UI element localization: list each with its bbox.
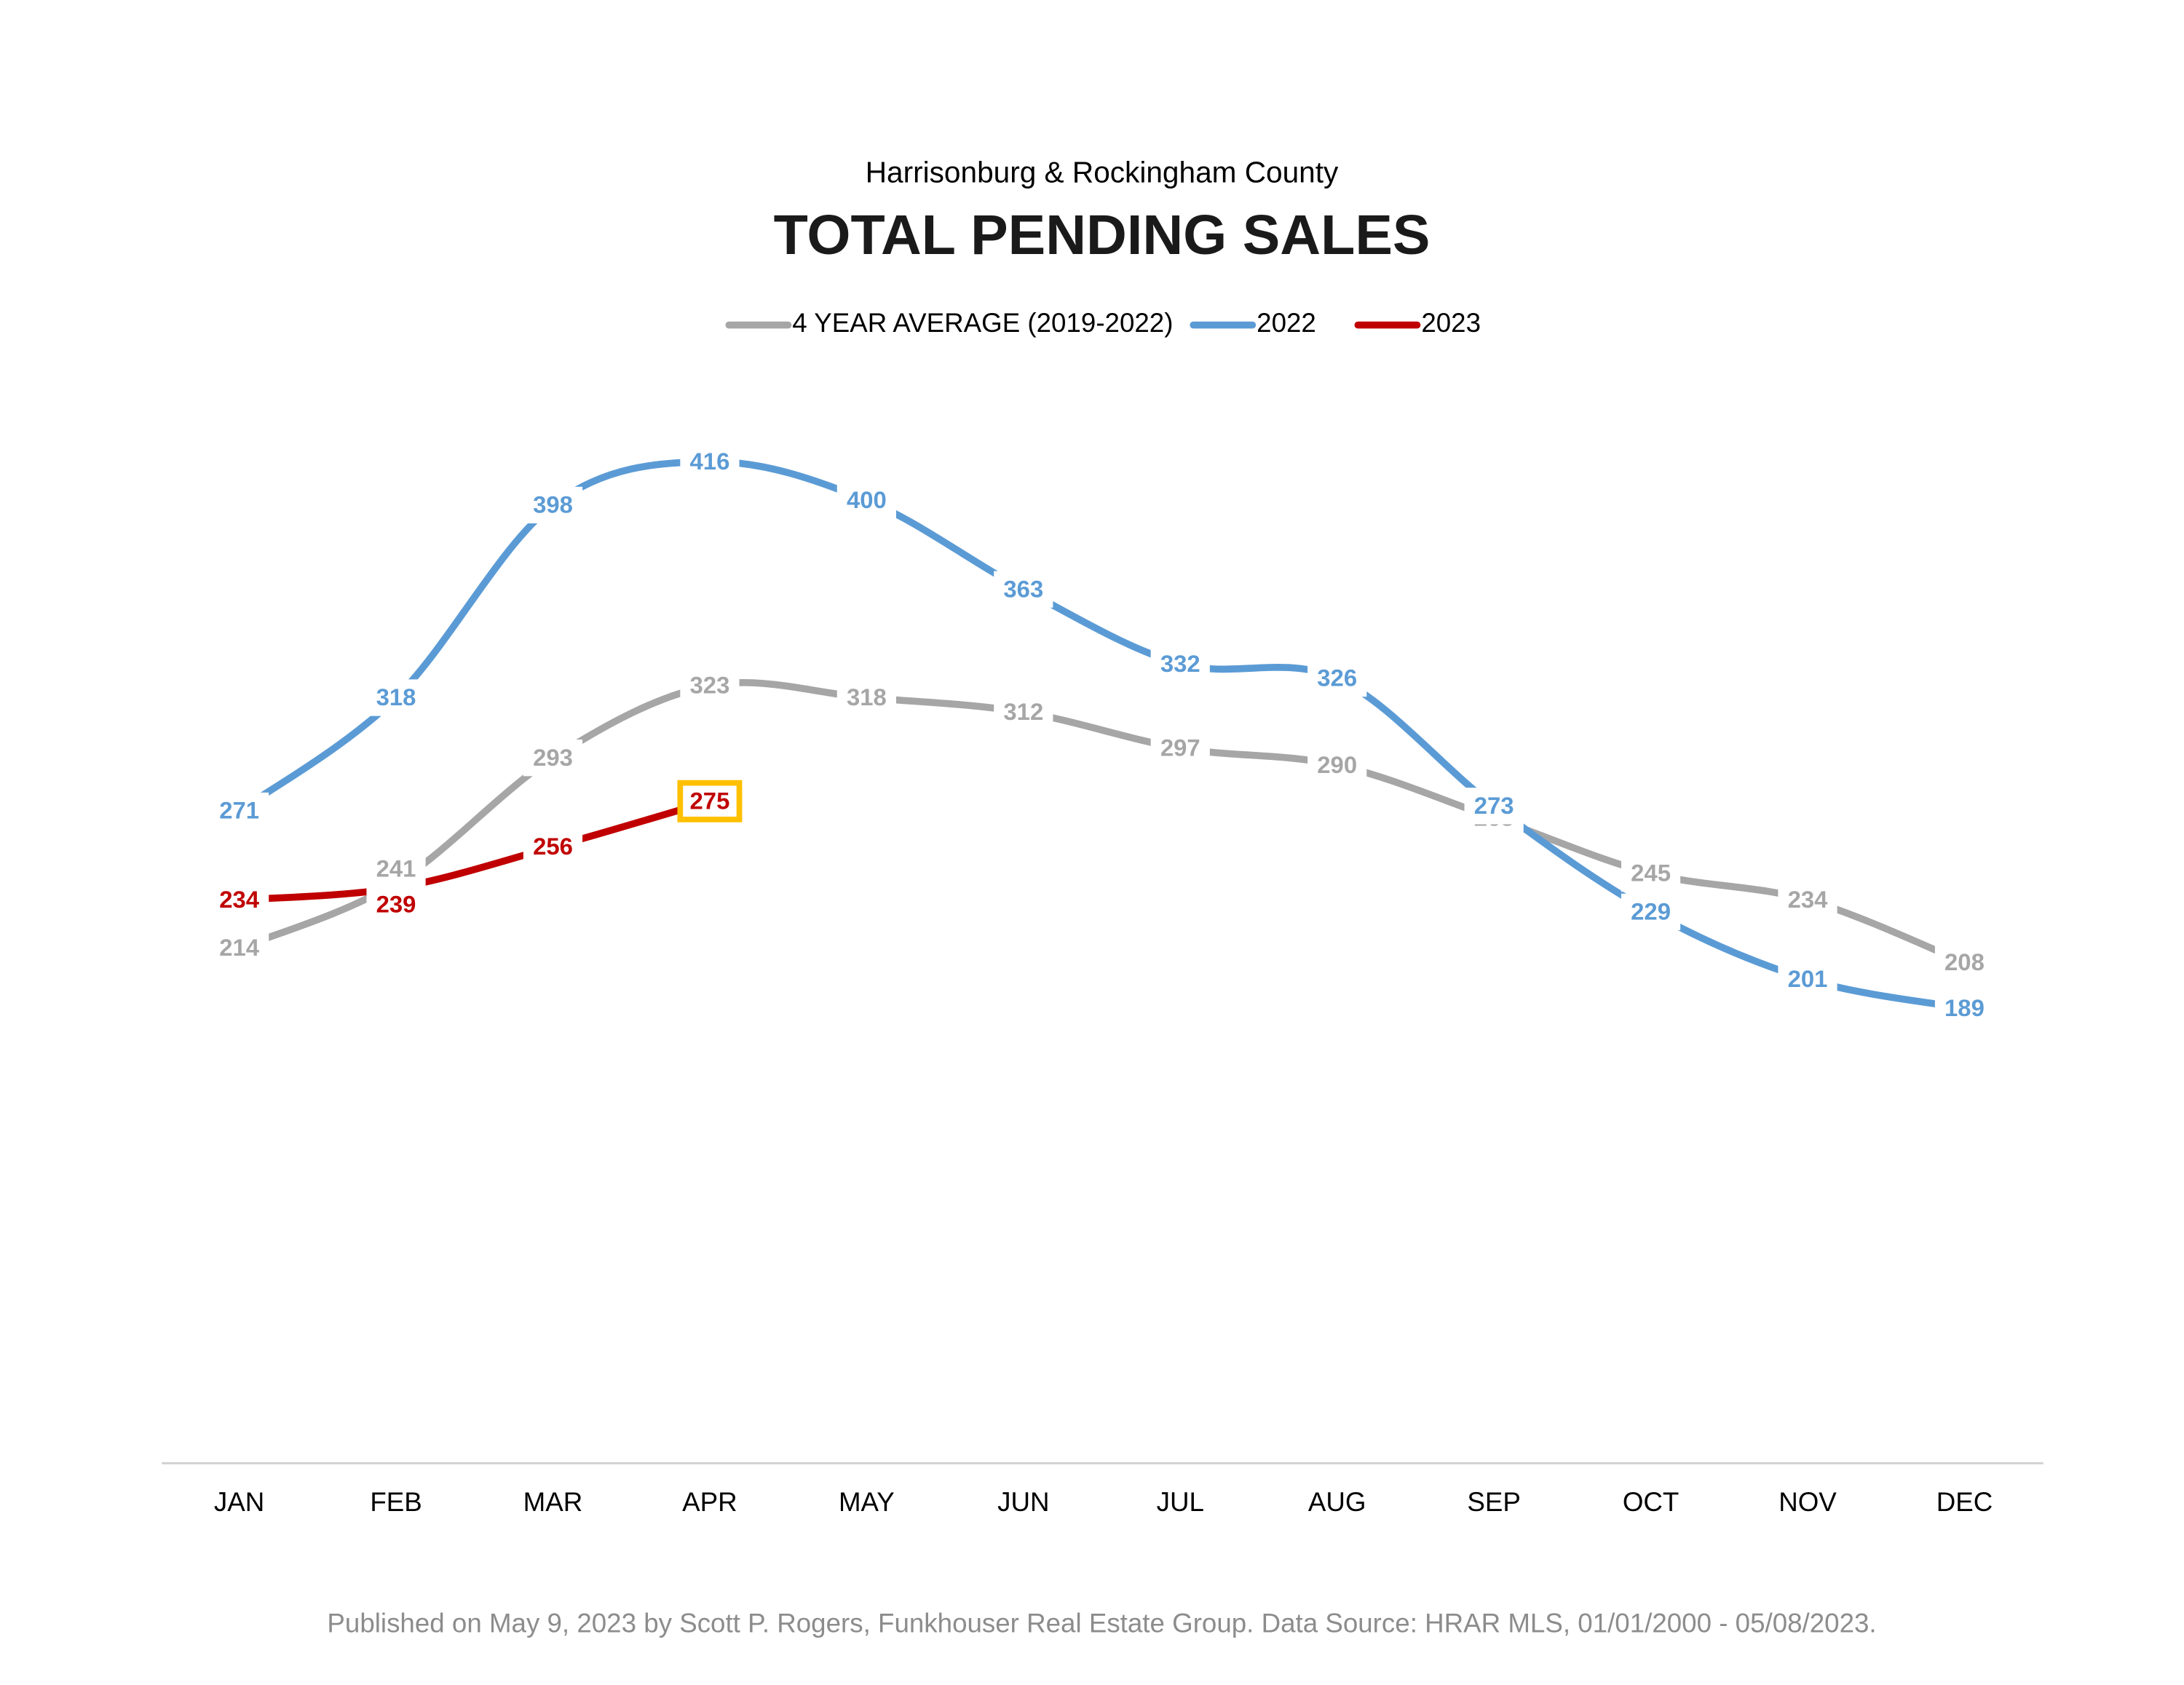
data-label: 256 — [533, 833, 573, 860]
label-bg — [366, 679, 426, 716]
series-line — [235, 797, 713, 904]
data-label: 416 — [690, 448, 730, 475]
series-line — [235, 458, 1969, 1012]
data-label: 290 — [1317, 751, 1357, 778]
data-label: 293 — [533, 744, 573, 771]
label-bg — [366, 850, 426, 888]
data-label: 229 — [1631, 898, 1671, 925]
legend-label: 2022 — [1257, 308, 1316, 338]
x-tick-label: JUL — [1157, 1487, 1204, 1517]
data-label: 241 — [376, 855, 416, 882]
series-line — [235, 679, 1969, 967]
data-label: 326 — [1317, 665, 1357, 691]
data-label: 214 — [219, 934, 260, 961]
label-bg — [523, 486, 583, 524]
data-label: 245 — [1631, 860, 1671, 887]
data-label: 273 — [1474, 792, 1514, 819]
x-tick-label: NOV — [1779, 1487, 1837, 1517]
data-label: 332 — [1160, 650, 1200, 677]
data-label: 208 — [1944, 948, 1985, 975]
data-label: 323 — [690, 672, 730, 699]
label-bg — [994, 571, 1053, 608]
label-bg — [1150, 646, 1210, 683]
label-bg — [523, 740, 583, 777]
label-bg — [1778, 881, 1837, 919]
label-bg — [1150, 729, 1210, 767]
data-label: 239 — [376, 891, 416, 918]
label-bg — [1621, 893, 1681, 931]
highlight-box — [677, 780, 743, 822]
data-label: 312 — [1003, 698, 1043, 725]
footnote: Published on May 9, 2023 by Scott P. Rog… — [327, 1608, 1876, 1638]
label-bg — [836, 679, 896, 716]
x-tick-label: OCT — [1623, 1487, 1679, 1517]
data-label: 318 — [376, 683, 416, 710]
chart-subtitle: Harrisonburg & Rockingham County — [866, 155, 1339, 189]
data-label: 189 — [1944, 994, 1985, 1021]
data-label: 234 — [219, 886, 260, 913]
data-label: 400 — [847, 486, 887, 513]
label-bg — [1307, 659, 1367, 697]
legend-label: 2023 — [1421, 308, 1481, 338]
data-label: 318 — [847, 683, 887, 710]
x-tick-label: MAR — [523, 1487, 583, 1517]
label-bg — [210, 881, 269, 919]
x-tick-label: DEC — [1936, 1487, 1993, 1517]
label-bg — [210, 792, 269, 830]
x-tick-label: SEP — [1467, 1487, 1520, 1517]
x-tick-label: AUG — [1308, 1487, 1366, 1517]
x-tick-label: APR — [682, 1487, 737, 1517]
label-bg — [680, 443, 740, 480]
label-bg — [523, 828, 583, 865]
label-bg — [1307, 747, 1367, 784]
data-label: 271 — [219, 797, 259, 824]
data-label: 398 — [533, 491, 573, 518]
chart-title: TOTAL PENDING SALES — [774, 204, 1431, 266]
label-bg — [680, 667, 740, 705]
label-bg — [994, 694, 1053, 731]
x-tick-label: FEB — [370, 1487, 422, 1517]
label-bg — [1934, 944, 1995, 981]
label-bg — [210, 929, 269, 967]
x-tick-label: JAN — [214, 1487, 264, 1517]
data-label: 201 — [1788, 965, 1828, 992]
data-label: 275 — [690, 787, 730, 814]
label-bg — [1621, 855, 1681, 892]
label-bg — [1464, 788, 1524, 825]
label-bg — [366, 886, 426, 924]
label-bg — [1934, 990, 1995, 1027]
legend-label: 4 YEAR AVERAGE (2019-2022) — [792, 308, 1173, 338]
x-tick-label: MAY — [839, 1487, 895, 1517]
x-tick-label: JUN — [997, 1487, 1049, 1517]
data-label: 234 — [1788, 886, 1829, 913]
label-bg — [1778, 961, 1837, 998]
data-label: 297 — [1160, 734, 1200, 761]
label-bg — [836, 482, 896, 519]
data-label: 363 — [1003, 575, 1043, 602]
